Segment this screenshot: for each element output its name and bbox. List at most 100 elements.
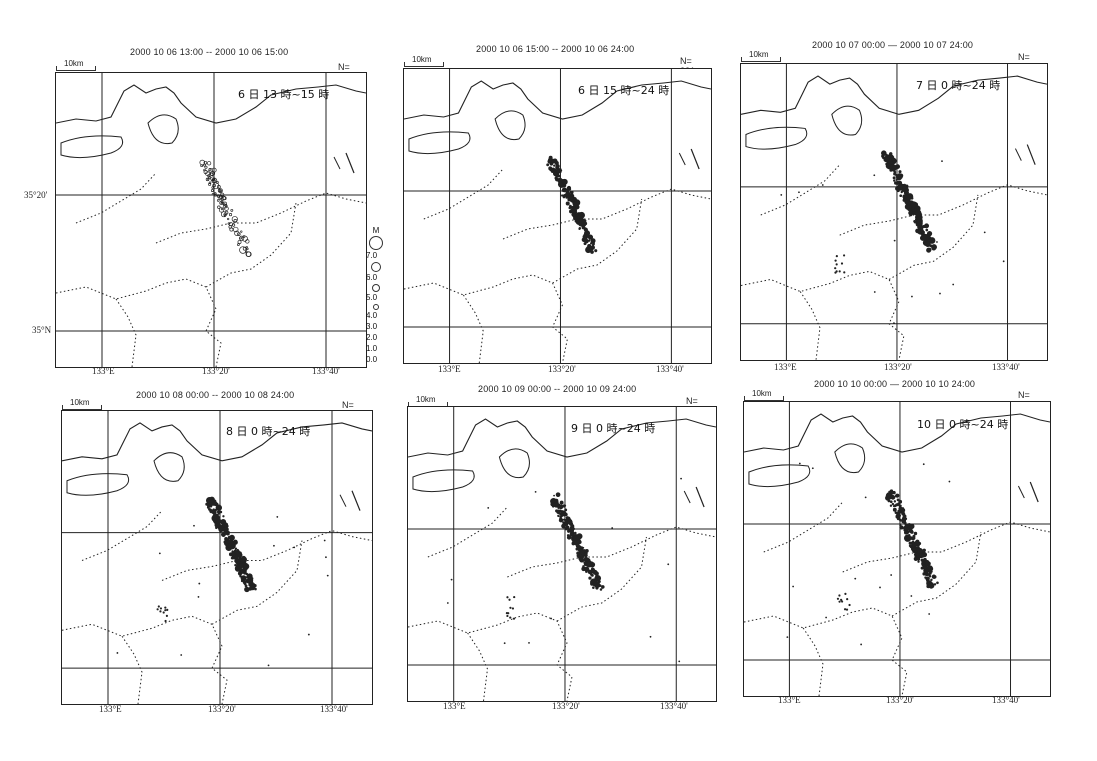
scale-bar: [741, 57, 781, 62]
epicenter-dot: [563, 504, 567, 507]
shimane-peninsula: [408, 131, 471, 155]
epicenter-dot: [210, 172, 214, 176]
epicenter-dot: [911, 536, 915, 541]
fault-line: [351, 490, 361, 511]
nakaumi-lake: [498, 448, 530, 479]
epicenter-dot: [227, 530, 230, 534]
epicenter-dot: [590, 573, 594, 577]
epicenter-dot: [905, 525, 909, 528]
epicenter-dot: [246, 247, 249, 250]
epicenter-dot: [929, 244, 933, 248]
epicenter-dot: [217, 189, 221, 193]
epicenter-dot: [244, 584, 248, 588]
epicenter-dot: [553, 494, 555, 497]
epicenter-dot: [834, 267, 837, 270]
epicenter-dot: [578, 220, 584, 227]
epicenter-dot: [239, 246, 247, 254]
epicenter-dot: [792, 585, 795, 588]
epicenter-dot: [836, 597, 840, 600]
epicenter-dot: [230, 208, 234, 212]
epicenter-dot: [553, 164, 556, 167]
epicenter-dot: [583, 561, 586, 564]
epicenter-dot: [227, 538, 230, 541]
epicenter-dot: [221, 211, 227, 218]
epicenter-dot: [952, 283, 955, 286]
epicenter-dot: [886, 163, 891, 168]
epicenter-dot: [910, 595, 913, 597]
epicenter-dot: [911, 542, 917, 548]
fault-line: [1029, 481, 1039, 503]
epicenter-dot: [213, 501, 218, 507]
epicenter-dot: [882, 156, 885, 160]
epicenter-dot: [888, 152, 893, 156]
epicenter-dot: [558, 509, 562, 513]
epicenter-dot: [891, 157, 895, 161]
epicenter-dot: [222, 515, 225, 518]
epicenter-dot: [889, 500, 893, 504]
epicenter-dot: [903, 514, 907, 518]
epicenter-dot: [599, 588, 603, 591]
epicenter-dot: [890, 574, 893, 576]
epicenter-dot: [234, 563, 237, 567]
epicenter-dot: [904, 199, 909, 205]
lon-label-13320: 133°20': [552, 701, 580, 711]
epicenter-dot: [219, 200, 224, 205]
legend-level: 0.0: [366, 355, 378, 364]
epicenter-dot: [909, 213, 913, 217]
epicenter-dot: [844, 592, 847, 595]
prefecture-boundary: [56, 278, 222, 367]
epicenter-dot: [924, 225, 927, 229]
prefecture-boundary: [463, 294, 484, 363]
epicenter-dot: [908, 535, 911, 538]
epicenter-dot: [589, 236, 592, 240]
epicenter-dot: [899, 525, 904, 530]
epicenter-dot: [506, 614, 509, 618]
epicenter-dot: [180, 654, 183, 656]
epicenter-dot: [568, 206, 572, 210]
epicenter-dot: [233, 219, 238, 223]
epicenter-dot: [220, 195, 226, 201]
lon-label-13320: 133°20': [886, 695, 914, 705]
epicenter-dot: [224, 206, 229, 211]
epicenter-dot: [917, 229, 923, 235]
epicenter-dot: [798, 462, 801, 465]
epicenter-dot: [549, 159, 553, 163]
nakaumi-lake: [147, 114, 179, 145]
epicenter-dot: [567, 196, 571, 200]
epicenter-dot: [928, 568, 933, 574]
epicenter-dot: [559, 169, 563, 172]
prefecture-boundary: [467, 632, 488, 701]
legend-level: 1.0: [366, 344, 378, 353]
epicenter-dot: [592, 586, 595, 589]
epicenter-dot: [240, 579, 244, 583]
epicenter-dot: [891, 502, 895, 506]
epicenter-dot: [564, 508, 568, 512]
epicenter-dot: [162, 611, 165, 614]
lon-label-133e: 133°E: [92, 366, 115, 376]
epicenter-dot: [208, 168, 212, 171]
epicenter-dot: [511, 607, 515, 610]
fault-line: [345, 152, 355, 174]
time-range-caption: 9 日 0 時~24 時: [571, 422, 656, 435]
epicenter-dot: [561, 518, 564, 521]
lon-label-133e: 133°E: [443, 701, 466, 711]
epicenter-dot: [587, 239, 591, 242]
epicenter-dot: [217, 511, 221, 515]
epicenter-dot: [550, 617, 553, 620]
time-range-caption: 8 日 0 時~24 時: [226, 425, 311, 438]
epicenter-dot: [550, 170, 554, 174]
prefecture-boundary: [507, 526, 716, 578]
epicenter-dot: [854, 577, 857, 580]
epicenter-dot: [222, 203, 228, 209]
prefecture-boundary: [760, 164, 841, 216]
epicenter-dot: [567, 529, 570, 532]
shimane-peninsula: [60, 135, 124, 159]
epicenter-dot: [611, 527, 614, 529]
prefecture-boundary: [75, 172, 157, 224]
epicenter-dot: [585, 561, 592, 567]
map-svg: [408, 407, 716, 701]
legend-level: 7.0: [366, 251, 378, 260]
legend-level: 4.0: [366, 311, 378, 320]
lon-label-13340: 133°40': [992, 362, 1020, 372]
epicenter-dot: [923, 568, 929, 574]
